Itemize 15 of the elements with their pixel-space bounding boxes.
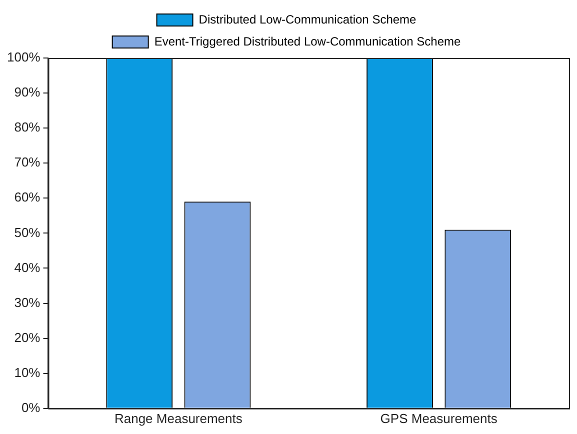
- y-tick-label: 20%: [14, 330, 41, 345]
- x-tick-label: Range Measurements: [114, 410, 243, 426]
- y-tick-label: 80%: [14, 120, 41, 135]
- x-tick-label: GPS Measurements: [380, 410, 498, 426]
- legend-label: Event-Triggered Distributed Low-Communication Scheme: [154, 34, 461, 48]
- y-tick-label: 10%: [14, 364, 41, 380]
- legend-label: Distributed Low-Communication Scheme: [198, 12, 417, 26]
- y-tick-label: 60%: [14, 190, 41, 205]
- y-tick-label: 0%: [21, 400, 41, 415]
- y-tick-label: 100%: [7, 50, 41, 65]
- y-tick-label: 50%: [14, 224, 41, 240]
- y-tick-label: 90%: [14, 84, 41, 100]
- y-tick-label: 70%: [14, 154, 41, 170]
- y-tick-label: 30%: [14, 294, 41, 310]
- y-tick-label: 40%: [14, 260, 41, 275]
